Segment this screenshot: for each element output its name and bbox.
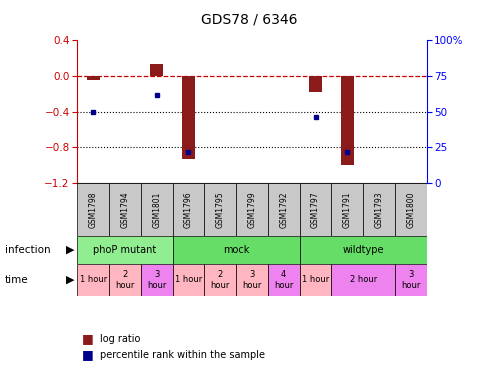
Bar	[309, 76, 322, 92]
Text: ▶: ▶	[66, 245, 75, 255]
Text: GDS78 / 6346: GDS78 / 6346	[201, 13, 298, 27]
Text: ■: ■	[82, 332, 94, 345]
Text: 1 hour: 1 hour	[302, 276, 329, 284]
Text: GSM1791: GSM1791	[343, 191, 352, 228]
Text: 4
hour: 4 hour	[274, 270, 293, 290]
Text: 3
hour: 3 hour	[147, 270, 167, 290]
Text: log ratio: log ratio	[100, 333, 140, 344]
Text: 2
hour: 2 hour	[211, 270, 230, 290]
Bar	[331, 183, 363, 236]
Bar	[77, 264, 109, 296]
Bar	[77, 236, 173, 264]
Text: 1 hour: 1 hour	[80, 276, 107, 284]
Bar	[395, 183, 427, 236]
Text: wildtype: wildtype	[342, 245, 384, 255]
Bar	[299, 183, 331, 236]
Text: GSM1793: GSM1793	[375, 191, 384, 228]
Text: 3
hour: 3 hour	[401, 270, 421, 290]
Bar	[109, 183, 141, 236]
Text: percentile rank within the sample: percentile rank within the sample	[100, 350, 265, 360]
Text: GSM1801: GSM1801	[152, 191, 161, 228]
Text: 1 hour: 1 hour	[175, 276, 202, 284]
Text: GSM1795: GSM1795	[216, 191, 225, 228]
Bar	[173, 183, 205, 236]
Text: GSM1798: GSM1798	[89, 191, 98, 228]
Bar	[341, 76, 354, 165]
Bar	[109, 264, 141, 296]
Text: 2
hour: 2 hour	[115, 270, 135, 290]
Bar	[87, 76, 100, 81]
Text: GSM1797: GSM1797	[311, 191, 320, 228]
Bar	[331, 264, 395, 296]
Bar	[236, 264, 268, 296]
Bar	[141, 183, 173, 236]
Bar	[182, 76, 195, 159]
Text: ■: ■	[82, 348, 94, 362]
Bar	[141, 264, 173, 296]
Text: GSM1792: GSM1792	[279, 191, 288, 228]
Bar	[236, 183, 268, 236]
Bar	[395, 264, 427, 296]
Bar	[205, 183, 236, 236]
Text: 3
hour: 3 hour	[243, 270, 261, 290]
Text: phoP mutant: phoP mutant	[93, 245, 157, 255]
Text: GSM1794: GSM1794	[120, 191, 129, 228]
Text: mock: mock	[223, 245, 250, 255]
Bar	[299, 236, 427, 264]
Bar	[268, 264, 299, 296]
Bar	[173, 264, 205, 296]
Text: GSM1799: GSM1799	[248, 191, 256, 228]
Text: GSM1800: GSM1800	[406, 191, 415, 228]
Bar	[173, 236, 299, 264]
Text: ▶: ▶	[66, 275, 75, 285]
Text: 2 hour: 2 hour	[349, 276, 377, 284]
Text: infection: infection	[5, 245, 50, 255]
Bar	[299, 264, 331, 296]
Text: GSM1796: GSM1796	[184, 191, 193, 228]
Bar	[363, 183, 395, 236]
Text: time: time	[5, 275, 28, 285]
Bar	[77, 183, 109, 236]
Bar	[205, 264, 236, 296]
Bar	[268, 183, 299, 236]
Bar	[150, 64, 163, 76]
